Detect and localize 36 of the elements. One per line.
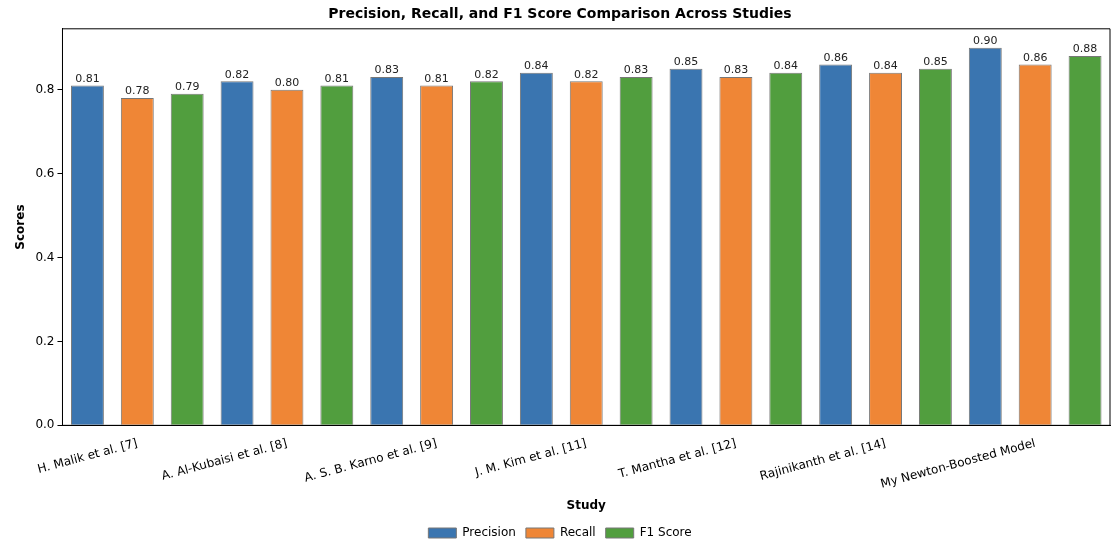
data-label: 0.80 (274, 76, 300, 90)
chart-title: Precision, Recall, and F1 Score Comparison Across Studies (328, 5, 792, 22)
y-tick-label: 0.0 (35, 417, 55, 432)
y-tick-label: 0.2 (35, 333, 55, 348)
legend-label: Precision (462, 525, 516, 540)
x-tick-label: A. S. B. Karno et al. [9] (302, 435, 439, 485)
legend-label: F1 Score (639, 525, 692, 540)
y-tick-label: 0.8 (35, 81, 55, 96)
data-label: 0.85 (673, 55, 699, 69)
data-label: 0.86 (1022, 50, 1048, 64)
data-label: 0.90 (973, 34, 998, 48)
y-axis-title: Scores (13, 204, 28, 250)
x-tick-label: T. Mantha et al. [12] (615, 435, 738, 481)
data-label: 0.84 (773, 59, 799, 73)
data-label: 0.79 (174, 80, 200, 94)
data-label: 0.84 (524, 59, 549, 73)
x-tick-label: J. M. Kim et al. [11] (472, 435, 588, 480)
data-label: 0.86 (823, 50, 848, 64)
data-label: 0.84 (873, 59, 898, 73)
data-label: 0.88 (1072, 42, 1098, 56)
data-label: 0.81 (75, 71, 100, 85)
data-label: 0.82 (224, 67, 250, 81)
y-tick-label: 0.6 (35, 165, 55, 180)
data-label: 0.78 (125, 84, 150, 98)
data-label: 0.82 (474, 67, 499, 81)
data-label: 0.83 (623, 63, 649, 77)
data-label: 0.85 (923, 55, 948, 69)
x-tick-label: H. Malik et al. [7] (35, 435, 139, 476)
x-axis-title: Study (566, 497, 607, 512)
legend-label: Recall (559, 525, 596, 540)
data-label: 0.83 (374, 63, 399, 77)
data-label: 0.82 (573, 67, 599, 81)
y-tick-label: 0.4 (35, 249, 55, 264)
data-label: 0.81 (424, 71, 449, 85)
data-label: 0.81 (324, 71, 350, 85)
data-label: 0.83 (723, 63, 749, 77)
